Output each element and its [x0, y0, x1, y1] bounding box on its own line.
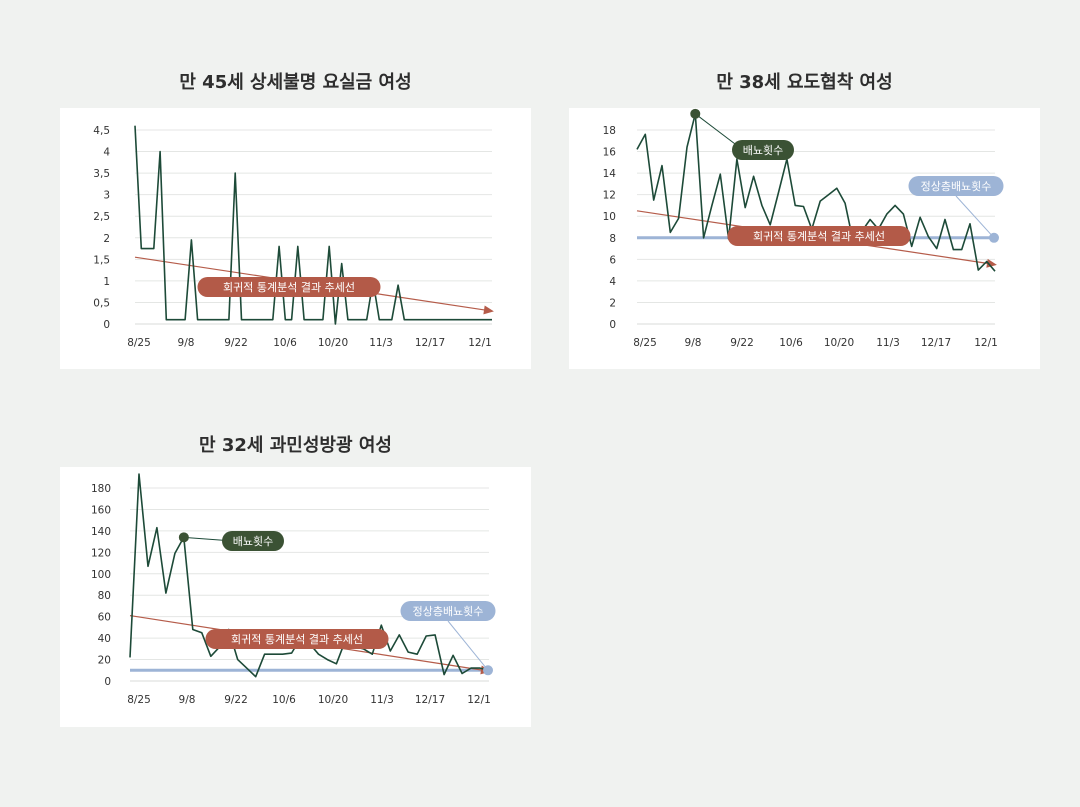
chart-1-x-tick-label: 10/6: [273, 337, 297, 349]
chart-1-y-tick-label: 4,5: [93, 125, 110, 137]
chart-2-y-tick-label: 6: [609, 254, 616, 266]
chart-1-trend-label: 회귀적 통계분석 결과 추세선: [223, 281, 355, 294]
chart-1-x-tick-label: 10/20: [318, 337, 348, 349]
chart-3-y-tick-label: 140: [91, 526, 111, 538]
chart-2-trend-arrow: [986, 258, 997, 268]
chart-3-y-tick-label: 160: [91, 504, 111, 516]
chart-title-2: 만 38세 요도협착 여성: [716, 72, 893, 93]
chart-3-svg: 0 20 40 60 80 100 120 140 160 180 8/25 9/8 9/22 10/6 1…: [91, 473, 496, 706]
chart-2-trend-label: 회귀적 통계분석 결과 추세선: [753, 230, 885, 243]
chart-2-y-tick-label: 10: [603, 211, 616, 223]
chart-2-y-tick-label: 2: [609, 297, 616, 309]
chart-2-y-tick-label: 12: [603, 190, 616, 202]
chart-2-x-tick-label: 9/22: [730, 337, 754, 349]
chart-title-1: 만 45세 상세불명 요실금 여성: [179, 72, 412, 93]
chart-2-x-tick-label: 12/17: [921, 337, 951, 349]
chart-3-trend-label: 회귀적 통계분석 결과 추세선: [231, 633, 363, 646]
chart-1-trend-label-bg: [197, 277, 381, 297]
chart-3-series-label: 배뇨횟수: [233, 535, 273, 548]
chart-3-x-tick-label: 12/17: [415, 694, 445, 706]
chart-2-y-tick-label: 8: [609, 233, 616, 245]
chart-2-series-label: 배뇨횟수: [743, 144, 783, 157]
chart-3-x-tick-label: 9/8: [179, 694, 196, 706]
chart-3-y-tick-label: 80: [98, 590, 111, 602]
chart-2-x-tick-label: 10/6: [779, 337, 803, 349]
chart-3-normal-label-bg: [400, 601, 496, 621]
chart-3-y-tick-label: 0: [104, 676, 111, 688]
chart-2-normal-label-bg: [908, 176, 1004, 196]
chart-2-normal-leader: [955, 195, 995, 239]
chart-3-series-marker: [178, 532, 189, 543]
chart-3-trend-label-bg: [205, 629, 389, 649]
chart-title-3: 만 32세 과민성방광 여성: [199, 435, 392, 456]
chart-3-y-tick-label: 180: [91, 483, 111, 495]
chart-1-y-tick-label: 2: [103, 233, 110, 245]
chart-3-x-tick-label: 9/22: [224, 694, 248, 706]
chart-2-x-tick-label: 12/1: [974, 337, 998, 349]
chart-3-y-tick-label: 20: [98, 655, 111, 667]
chart-2-y-tick-label: 16: [603, 147, 617, 159]
chart-3-y-tick-label: 60: [98, 612, 111, 624]
chart-3-x-tick-label: 10/20: [318, 694, 348, 706]
chart-1-x-tick-label: 12/17: [415, 337, 445, 349]
chart-3-normal-leader: [447, 620, 489, 671]
chart-3-y-tick-label: 100: [91, 569, 111, 581]
chart-2-trend-label-bg: [727, 226, 911, 246]
chart-panel-3: 0 20 40 60 80 100 120 140 160 180 8/25 9/8 9/22 10/6 1…: [60, 467, 531, 727]
chart-2-y-tick-label: 18: [603, 125, 616, 137]
chart-3-x-tick-label: 12/1: [467, 694, 491, 706]
chart-1-y-tick-label: 0: [103, 319, 110, 331]
chart-2-x-tick-label: 8/25: [633, 337, 657, 349]
chart-2-series-marker: [690, 108, 701, 119]
chart-2-series-line: [636, 113, 996, 272]
chart-2-normal-label: 정상층배뇨횟수: [921, 180, 992, 193]
chart-2-x-tick-label: 10/20: [824, 337, 854, 349]
chart-2-x-tick-label: 11/3: [876, 337, 900, 349]
chart-1-x-tick-label: 8/25: [127, 337, 151, 349]
chart-2-normal-marker: [989, 232, 999, 243]
chart-1-x-tick-label: 12/1: [468, 337, 492, 349]
chart-1-svg: 0 0,5 1 1,5 2 2,5 3 3,5 4 4,5 8/25 9/8 9/22 10/6 10/20…: [93, 125, 494, 349]
chart-3-normal-marker: [483, 665, 493, 676]
chart-2-svg: 0 2 4 6 8 10 12 14 16 18 8/25 9/8 9/22 10/6 10/20 11/3 1…: [603, 108, 1004, 349]
chart-3-x-tick-label: 8/25: [127, 694, 151, 706]
chart-1-y-tick-label: 1: [103, 276, 110, 288]
chart-1-y-tick-label: 2,5: [93, 211, 110, 223]
chart-3-x-tick-label: 11/3: [370, 694, 394, 706]
chart-1-y-tick-label: 0,5: [93, 297, 110, 309]
chart-1-x-tick-label: 9/8: [178, 337, 195, 349]
chart-3-y-tick-label: 40: [98, 633, 111, 645]
chart-2-series-label-bg: [732, 140, 794, 160]
chart-1-x-tick-label: 11/3: [369, 337, 393, 349]
chart-2-y-tick-label: 4: [609, 276, 616, 288]
chart-1-y-tick-label: 3,5: [93, 168, 110, 180]
chart-3-x-tick-label: 10/6: [272, 694, 296, 706]
chart-1-y-tick-label: 1,5: [93, 254, 110, 266]
chart-2-y-tick-label: 0: [609, 319, 616, 331]
chart-panel-2: 0 2 4 6 8 10 12 14 16 18 8/25 9/8 9/22 10/6 10/20 11/3 1…: [569, 108, 1040, 369]
chart-2-x-tick-label: 9/8: [685, 337, 702, 349]
chart-panel-1: 0 0,5 1 1,5 2 2,5 3 3,5 4 4,5 8/25 9/8 9/22 10/6 10/20…: [60, 108, 531, 369]
chart-1-series-line: [134, 125, 492, 325]
chart-1-x-tick-label: 9/22: [224, 337, 248, 349]
chart-1-y-tick-label: 3: [103, 190, 110, 202]
chart-2-y-tick-label: 14: [603, 168, 617, 180]
chart-3-normal-label: 정상층배뇨횟수: [413, 605, 484, 618]
chart-3-y-tick-label: 120: [91, 547, 111, 559]
chart-1-y-tick-label: 4: [103, 147, 110, 159]
chart-3-series-label-bg: [222, 531, 284, 551]
chart-1-trend-arrow: [483, 305, 494, 315]
